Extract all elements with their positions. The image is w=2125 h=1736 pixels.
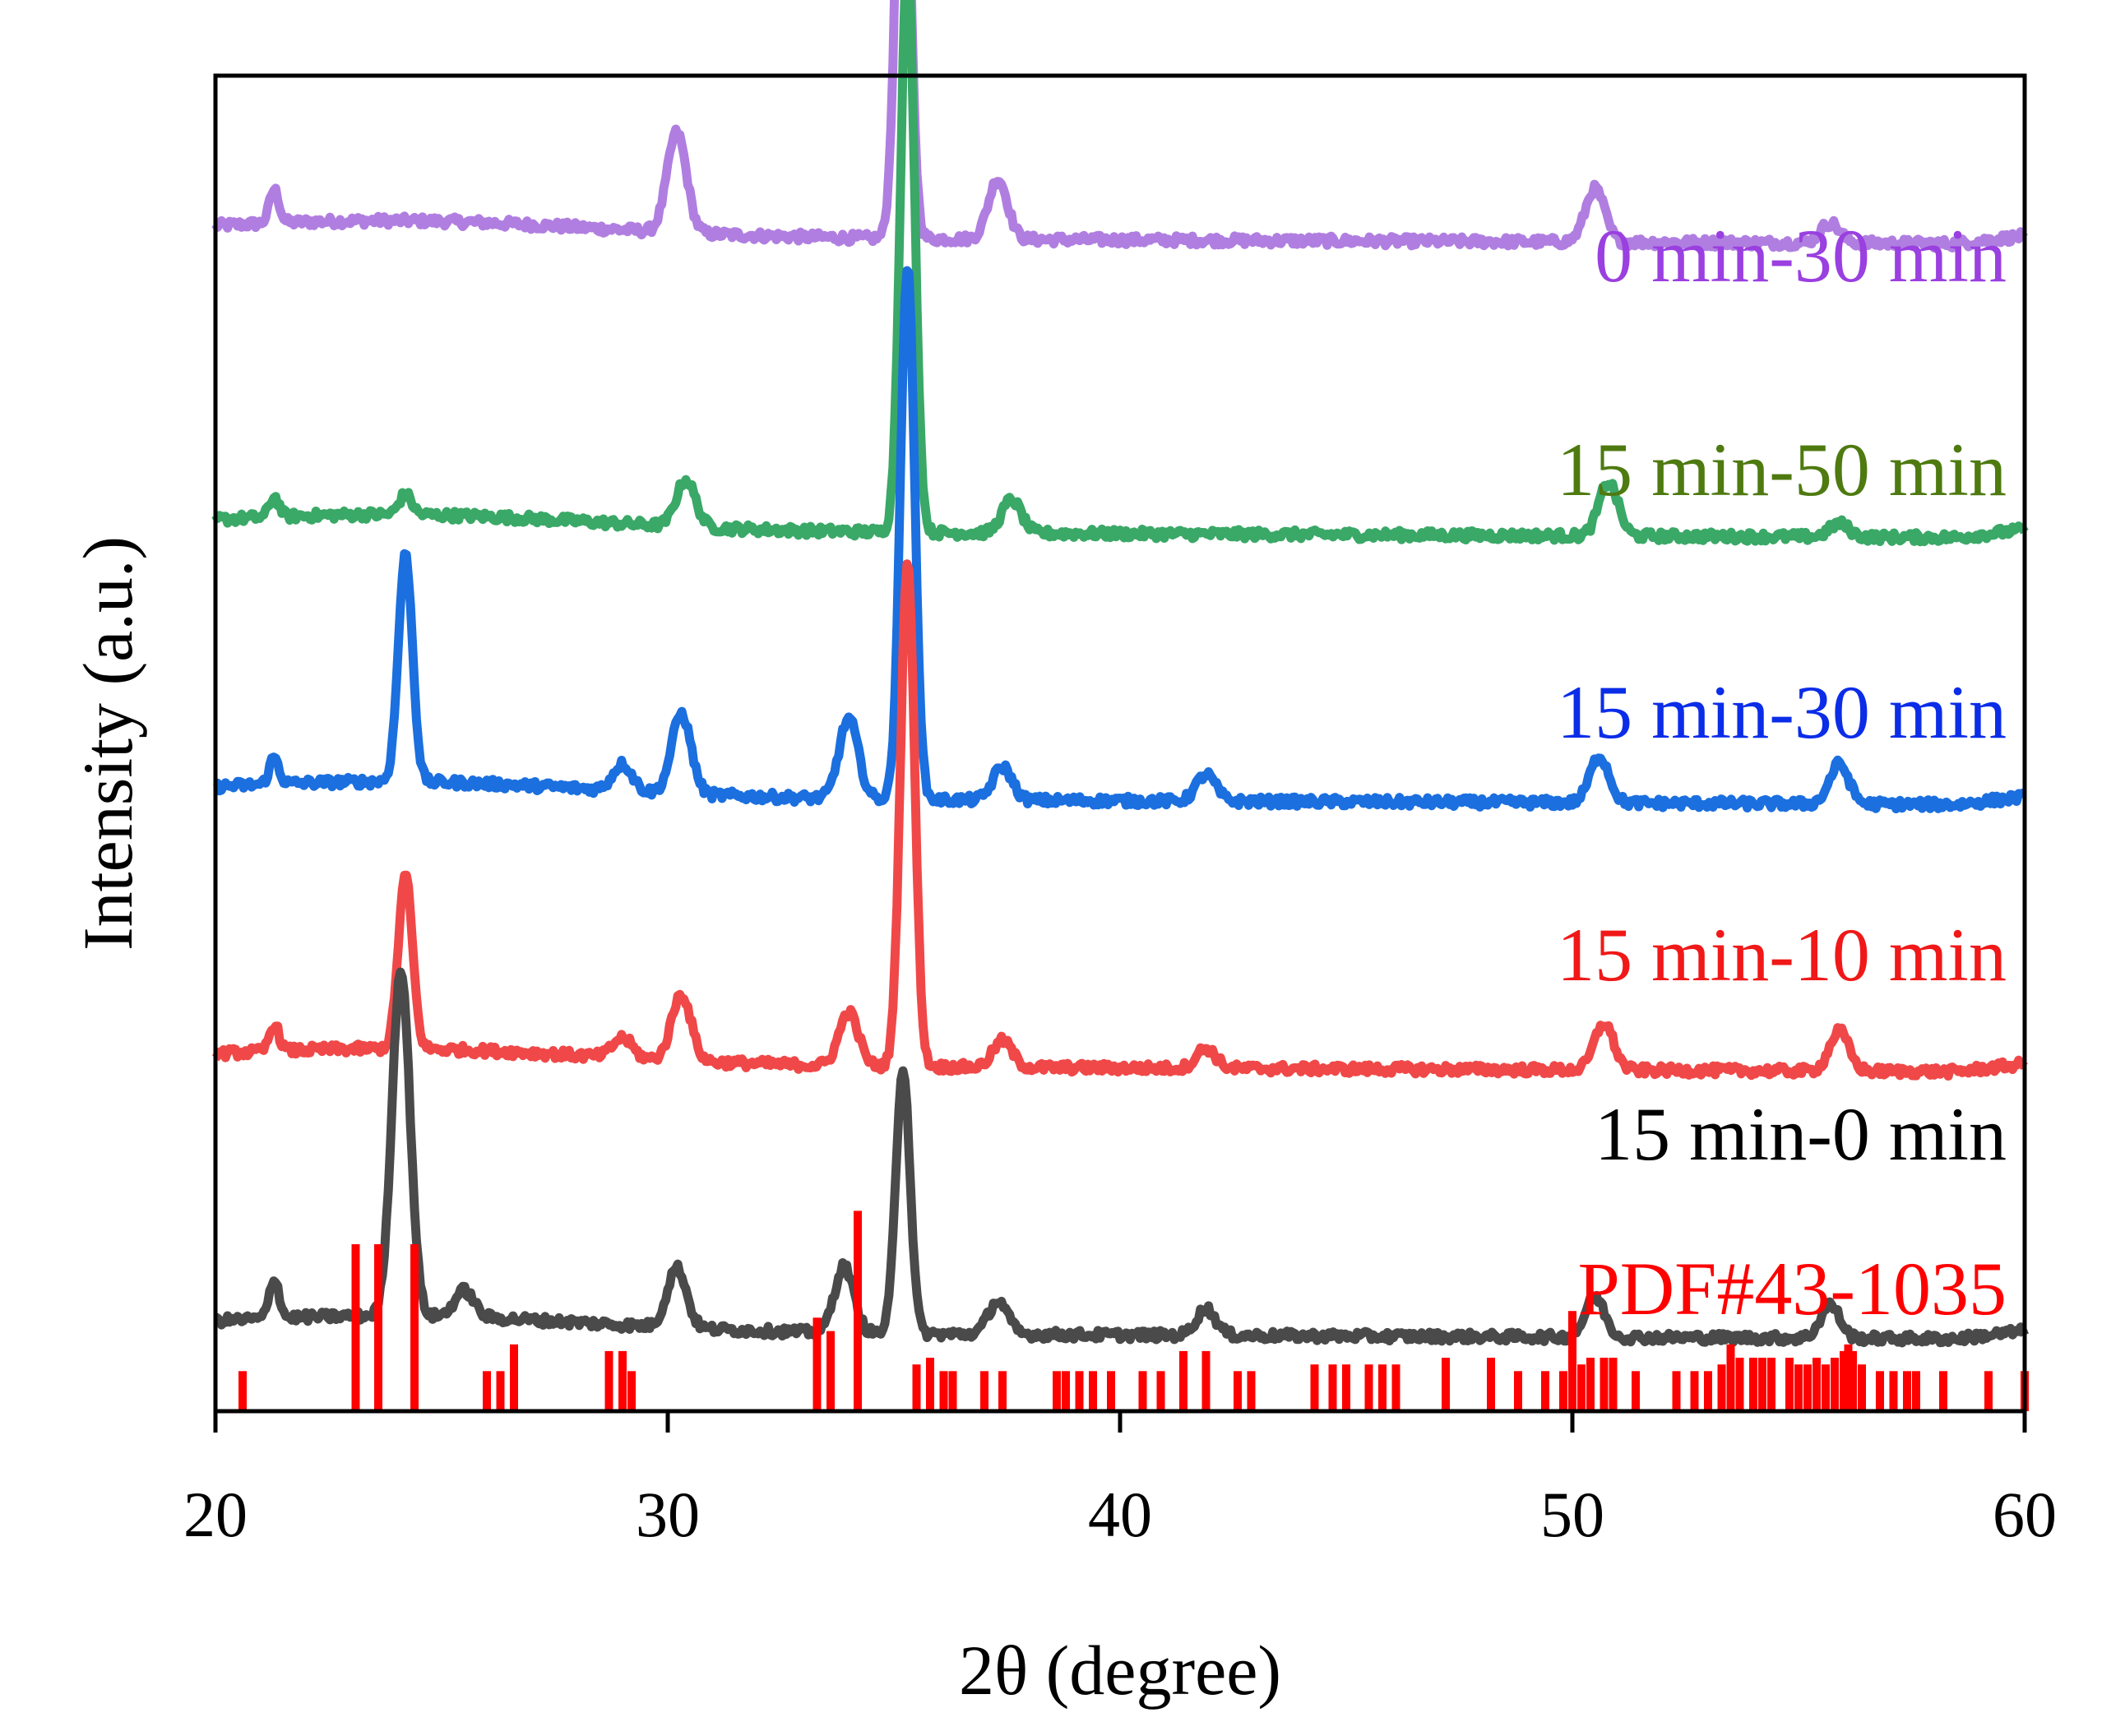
reference-bar-2 — [374, 1244, 382, 1411]
reference-bar-54 — [1758, 1358, 1766, 1411]
reference-bar-56 — [1785, 1358, 1794, 1411]
x-tick-label-60: 60 — [1993, 1479, 2057, 1550]
series-line-1 — [211, 0, 2029, 547]
reference-bar-31 — [1328, 1364, 1337, 1411]
reference-bar-12 — [854, 1211, 862, 1411]
reference-bar-13 — [912, 1364, 921, 1411]
reference-bar-20 — [1062, 1371, 1070, 1411]
reference-bar-0 — [238, 1371, 247, 1411]
reference-bar-63 — [1844, 1344, 1853, 1411]
series-label-3: 15 min-10 min — [1557, 913, 2007, 997]
reference-bar-23 — [1107, 1371, 1115, 1411]
x-axis-title: 2θ (degree) — [959, 1631, 1281, 1710]
reference-bar-69 — [1912, 1371, 1920, 1411]
reference-bar-21 — [1075, 1371, 1084, 1411]
reference-bar-27 — [1201, 1350, 1211, 1411]
reference-bar-28 — [1234, 1371, 1242, 1411]
reference-bar-32 — [1342, 1364, 1350, 1411]
reference-bar-40 — [1559, 1371, 1567, 1411]
reference-bar-37 — [1487, 1358, 1495, 1411]
reference-bar-71 — [1984, 1371, 1993, 1411]
reference-bar-66 — [1876, 1371, 1884, 1411]
reference-bar-25 — [1156, 1371, 1165, 1411]
x-axis-ticks: 20 30 40 50 60 — [183, 1411, 2057, 1550]
reference-bar-34 — [1378, 1364, 1387, 1411]
series-line-4 — [212, 967, 2030, 1348]
reference-bar-24 — [1138, 1371, 1147, 1411]
reference-bar-58 — [1803, 1364, 1812, 1411]
x-tick-label-30: 30 — [636, 1479, 700, 1550]
x-tick-label-20: 20 — [183, 1479, 248, 1550]
reference-bar-45 — [1609, 1358, 1618, 1411]
reference-bar-43 — [1586, 1358, 1595, 1411]
reference-bar-39 — [1541, 1371, 1549, 1411]
reference-bar-4 — [483, 1371, 491, 1411]
reference-bar-50 — [1717, 1364, 1726, 1411]
series-label-1: 15 min-50 min — [1557, 428, 2007, 512]
reference-bar-29 — [1247, 1371, 1256, 1411]
reference-bar-62 — [1840, 1350, 1848, 1411]
reference-bar-55 — [1767, 1358, 1775, 1411]
reference-bar-65 — [1858, 1364, 1866, 1411]
reference-bar-18 — [998, 1371, 1007, 1411]
reference-bar-26 — [1179, 1350, 1188, 1411]
y-axis-title: Intensity (a.u.) — [68, 536, 147, 951]
series-label-0: 0 min-30 min — [1595, 214, 2007, 298]
reference-bar-52 — [1735, 1358, 1744, 1411]
reference-bar-60 — [1822, 1364, 1830, 1411]
reference-bar-57 — [1794, 1364, 1803, 1411]
reference-bar-5 — [496, 1371, 505, 1411]
reference-bar-6 — [510, 1344, 518, 1411]
reference-bar-64 — [1849, 1350, 1857, 1411]
x-tick-label-40: 40 — [1088, 1479, 1152, 1550]
reference-bar-48 — [1690, 1371, 1699, 1411]
reference-label: PDF#43-1035 — [1578, 1247, 2007, 1331]
reference-bar-36 — [1442, 1358, 1450, 1411]
series-label-4: 15 min-0 min — [1595, 1092, 2007, 1176]
reference-bar-70 — [1939, 1371, 1947, 1411]
reference-bar-41 — [1568, 1311, 1576, 1411]
reference-bar-1 — [351, 1244, 360, 1411]
series-layer — [211, 0, 2030, 1348]
reference-bar-9 — [627, 1371, 636, 1411]
reference-bar-68 — [1903, 1371, 1911, 1411]
reference-bar-46 — [1632, 1371, 1640, 1411]
series-line-0 — [211, 0, 2028, 253]
reference-bar-38 — [1514, 1371, 1522, 1411]
reference-pattern-bars — [238, 1211, 2029, 1411]
series-line-3 — [211, 559, 2028, 1081]
reference-bar-30 — [1310, 1364, 1319, 1411]
reference-bar-42 — [1577, 1364, 1586, 1411]
reference-bar-53 — [1749, 1358, 1757, 1411]
series-labels: 0 min-30 min 15 min-50 min 15 min-30 min… — [1557, 214, 2007, 1331]
reference-bar-33 — [1364, 1364, 1373, 1411]
reference-bar-15 — [939, 1371, 948, 1411]
reference-bar-14 — [926, 1358, 934, 1411]
reference-bar-11 — [826, 1331, 835, 1411]
reference-bar-22 — [1089, 1371, 1097, 1411]
reference-bar-8 — [618, 1350, 627, 1411]
reference-bar-51 — [1726, 1344, 1735, 1411]
series-line-2 — [212, 266, 2028, 813]
reference-bar-3 — [410, 1244, 419, 1411]
reference-bar-67 — [1889, 1371, 1898, 1411]
x-tick-label-50: 50 — [1540, 1479, 1604, 1550]
reference-bar-44 — [1600, 1358, 1609, 1411]
reference-bar-61 — [1831, 1358, 1839, 1411]
reference-bar-16 — [948, 1371, 957, 1411]
reference-bar-49 — [1704, 1371, 1712, 1411]
reference-bar-35 — [1391, 1364, 1400, 1411]
reference-bar-19 — [1053, 1371, 1061, 1411]
reference-bar-17 — [980, 1371, 988, 1411]
series-label-2: 15 min-30 min — [1557, 670, 2007, 754]
reference-bar-10 — [812, 1317, 822, 1411]
reference-bar-59 — [1812, 1358, 1821, 1411]
reference-bar-7 — [604, 1350, 613, 1411]
reference-bar-47 — [1672, 1371, 1681, 1411]
